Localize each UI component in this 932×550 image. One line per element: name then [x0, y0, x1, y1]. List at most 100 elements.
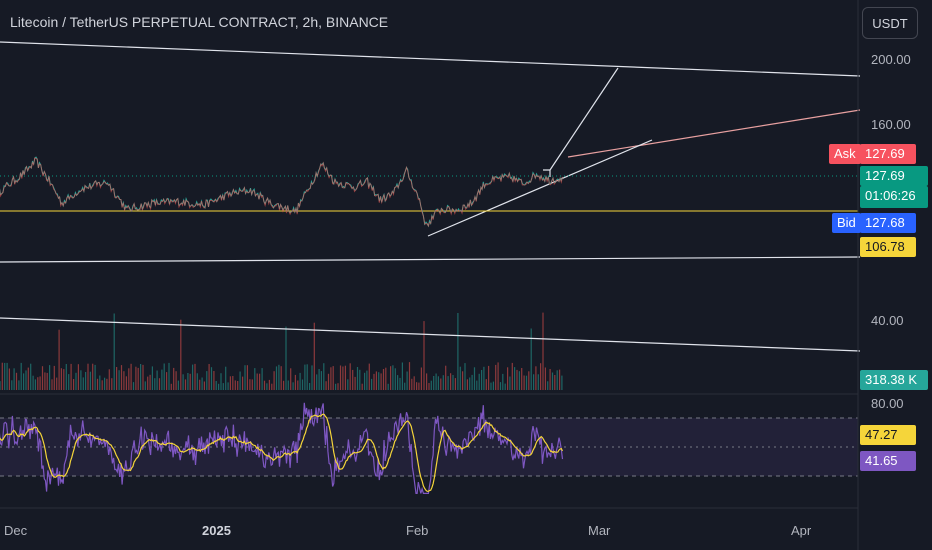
volume-bar: [166, 372, 168, 390]
volume-bar: [447, 376, 449, 390]
volume-bar: [266, 383, 268, 390]
volume-bar: [490, 382, 492, 390]
volume-bar: [469, 377, 471, 390]
volume-bar: [4, 362, 6, 390]
volume-bar: [49, 365, 51, 390]
volume-bar: [73, 379, 75, 390]
volume-bar: [416, 382, 418, 390]
volume-bar: [259, 373, 261, 390]
price-series-down: [0, 157, 563, 228]
support-trend-line[interactable]: [427, 139, 653, 237]
arrow-head-icon: [543, 169, 551, 177]
volume-bar: [318, 369, 320, 390]
volume-bar: [213, 371, 215, 390]
volume-bar: [292, 382, 294, 390]
volume-bar: [551, 372, 554, 390]
ask-value-tag: 127.69: [860, 144, 916, 164]
volume-bar: [18, 380, 20, 390]
volume-bar: [189, 373, 191, 390]
volume-bar: [537, 374, 539, 390]
last-price-tag: 127.69: [860, 166, 928, 186]
volume-bar: [359, 369, 361, 390]
volume-bar: [263, 380, 266, 390]
volume-bar: [108, 369, 110, 390]
volume-bar: [502, 373, 504, 390]
volume-bar: [261, 368, 263, 390]
ask-label-tag: Ask: [829, 144, 861, 164]
volume-bar: [450, 373, 452, 390]
volume-bar: [80, 370, 82, 390]
volume-axis-label: 40.00: [871, 313, 904, 328]
volume-bar: [411, 378, 413, 390]
volume-bar: [547, 381, 549, 390]
volume-bar: [20, 362, 22, 390]
volume-bar: [397, 375, 399, 390]
volume-bar: [75, 372, 77, 390]
volume-bar: [488, 365, 490, 390]
volume-bar: [311, 365, 313, 390]
volume-bar: [184, 379, 187, 390]
volume-bar: [339, 365, 342, 390]
volume-bar: [1, 362, 3, 390]
volume-bar: [175, 371, 177, 390]
volume-trend-line[interactable]: [0, 317, 861, 352]
volume-bar: [285, 326, 287, 390]
volume-bar: [556, 370, 558, 390]
volume-bar: [206, 371, 208, 390]
volume-bar: [385, 367, 387, 390]
currency-button[interactable]: USDT: [862, 7, 918, 39]
rsi-ma-line[interactable]: [0, 413, 564, 492]
volume-bar: [549, 369, 551, 390]
upper-channel-line[interactable]: [0, 41, 861, 77]
time-label-mar: Mar: [588, 523, 611, 538]
volume-bar: [242, 376, 244, 390]
volume-bar: [215, 381, 217, 390]
volume-bar: [528, 371, 530, 390]
volume-bar: [483, 366, 485, 390]
volume-bar: [366, 370, 368, 390]
volume-bar: [435, 373, 437, 390]
volume-bar: [373, 373, 375, 390]
volume-bar: [180, 319, 182, 390]
volume-bar: [325, 381, 327, 390]
volume-bar: [320, 371, 322, 390]
volume-bar: [408, 362, 411, 390]
volume-bar: [428, 383, 430, 390]
volume-bar: [306, 364, 308, 390]
volume-bar: [44, 372, 46, 390]
volume-bar: [540, 363, 542, 390]
volume-bar: [147, 376, 149, 390]
volume-bar: [361, 383, 363, 390]
volume-bar: [521, 368, 523, 390]
volume-bar: [544, 367, 546, 390]
volume-bar: [168, 362, 170, 390]
volume-bar: [344, 365, 346, 390]
volume-bar: [354, 376, 356, 390]
red-trend-line[interactable]: [567, 109, 861, 158]
volume-bar: [294, 374, 296, 390]
volume-bar: [63, 369, 65, 390]
volume-bar: [144, 381, 146, 390]
volume-bar: [256, 373, 258, 390]
volume-bar: [82, 377, 84, 390]
lower-channel-line[interactable]: [0, 256, 861, 263]
chart-title: Litecoin / TetherUS PERPETUAL CONTRACT, …: [10, 14, 389, 30]
volume-bar: [304, 364, 306, 390]
projection-arrow-line[interactable]: [549, 67, 619, 171]
rsi-line[interactable]: [0, 402, 564, 494]
volume-bar: [46, 372, 48, 390]
volume-bar: [128, 368, 130, 390]
volume-bar: [462, 371, 464, 390]
volume-bar: [301, 379, 304, 390]
volume-bar: [445, 365, 447, 390]
volume-bar: [229, 376, 231, 390]
volume-bar: [177, 380, 179, 390]
volume-bar: [559, 369, 561, 390]
volume-bar: [51, 379, 53, 390]
volume-bar: [533, 374, 535, 390]
volume-bar: [423, 321, 425, 390]
volume-bar: [418, 382, 420, 390]
volume-bar: [41, 366, 44, 390]
volume-bar: [182, 374, 184, 390]
